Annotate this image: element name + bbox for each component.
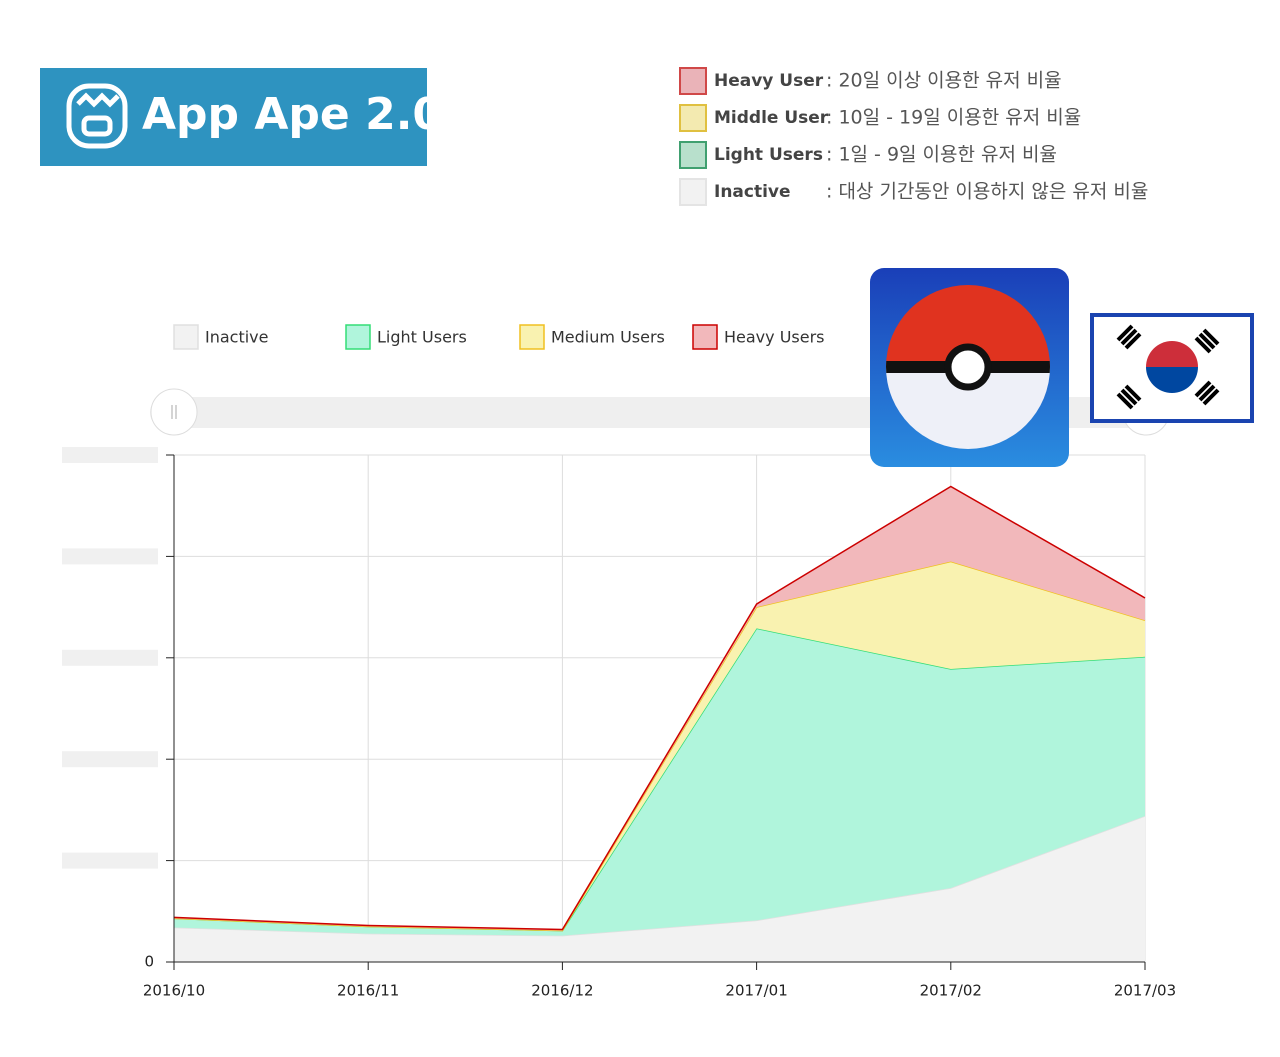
legend-swatch — [679, 141, 707, 169]
x-tick-label: 2017/02 — [920, 982, 982, 1000]
x-tick-label: 2016/10 — [143, 982, 205, 1000]
legend-swatch — [679, 104, 707, 132]
redaction — [62, 548, 158, 565]
slider-handle[interactable] — [150, 388, 198, 436]
legend-name: Heavy User — [714, 71, 824, 91]
redaction — [62, 852, 158, 869]
legend-swatch — [692, 324, 718, 350]
area-edge — [173, 485, 1146, 931]
legend-desc: : 20일 이상 이용한 유저 비율 — [826, 70, 1062, 92]
legend-name: Inactive — [714, 182, 791, 202]
area — [174, 628, 1145, 936]
area — [174, 815, 1145, 962]
legend-label: Inactive — [205, 328, 269, 347]
legend-swatch — [519, 324, 545, 350]
legend-desc: : 1일 - 9일 이용한 유저 비율 — [826, 144, 1057, 166]
korea-flag — [1090, 313, 1254, 423]
legend-label: Light Users — [377, 328, 467, 347]
legend-label: Heavy Users — [724, 328, 825, 347]
y-tick-label: 0 — [144, 953, 154, 971]
redaction — [62, 649, 158, 666]
area — [174, 561, 1145, 931]
legend-label: Medium Users — [551, 328, 665, 347]
redaction — [62, 751, 158, 768]
legend-swatch — [173, 324, 199, 350]
x-tick-label: 2016/12 — [531, 982, 593, 1000]
legend-desc: : 10일 - 19일 이용한 유저 비율 — [826, 107, 1081, 129]
logo-icon — [66, 83, 128, 149]
legend-name: Middle User — [714, 108, 829, 128]
area-edge — [173, 560, 1146, 932]
app-icon — [870, 268, 1069, 467]
logo-text: App Ape 2.0 — [142, 89, 443, 140]
legend-swatch — [345, 324, 371, 350]
redaction — [62, 447, 158, 463]
x-tick-label: 2017/03 — [1114, 982, 1176, 1000]
legend-name: Light Users — [714, 145, 823, 165]
x-tick-label: 2016/11 — [337, 982, 399, 1000]
legend-swatch — [679, 178, 707, 206]
legend-swatch — [679, 67, 707, 95]
x-tick-label: 2017/01 — [725, 982, 787, 1000]
legend-desc: : 대상 기간동안 이용하지 않은 유저 비율 — [826, 181, 1148, 203]
